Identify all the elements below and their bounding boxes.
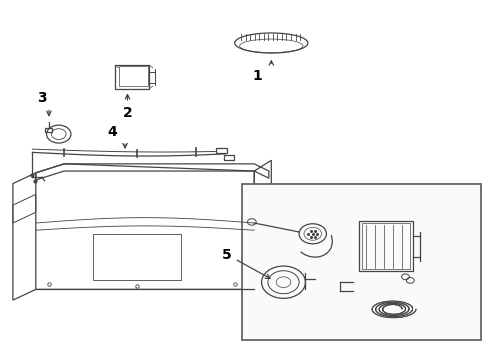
- Bar: [242, 184, 480, 339]
- Bar: [224, 154, 233, 159]
- Bar: [216, 148, 226, 153]
- Bar: [119, 66, 148, 86]
- Bar: [358, 221, 412, 271]
- Bar: [115, 65, 149, 89]
- Text: 4: 4: [107, 125, 117, 139]
- Text: 1: 1: [252, 69, 262, 83]
- Bar: [361, 224, 409, 269]
- Text: 2: 2: [122, 107, 132, 121]
- Text: 3: 3: [37, 91, 47, 105]
- Bar: [44, 128, 52, 132]
- Text: 5: 5: [221, 248, 231, 262]
